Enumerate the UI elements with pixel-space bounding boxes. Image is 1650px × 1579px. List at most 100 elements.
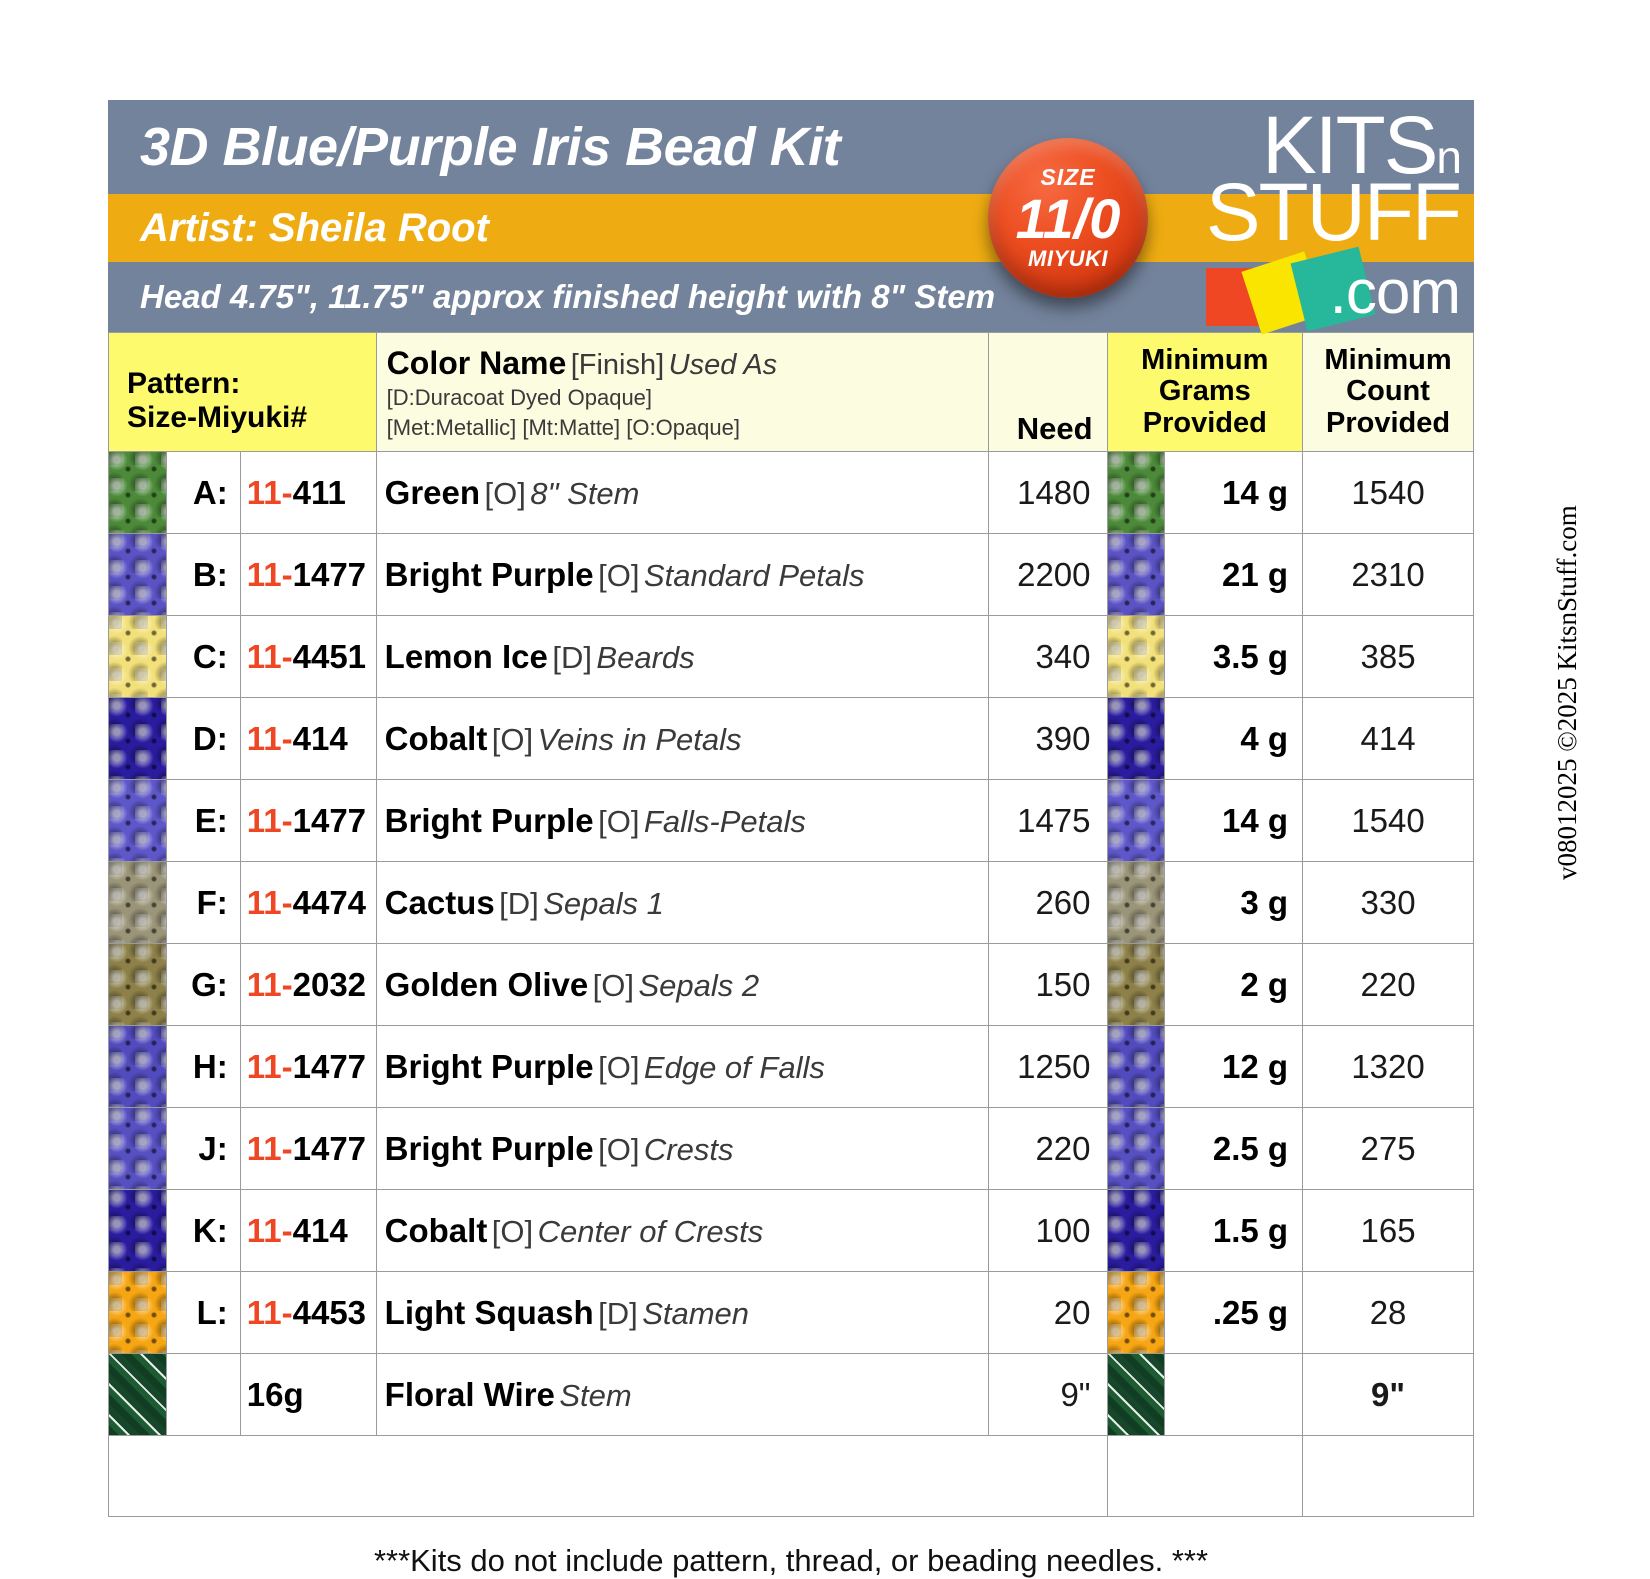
miyuki-prefix: 11- (246, 473, 293, 511)
row-miyuki-cell: 11-1477 (239, 779, 377, 862)
swatch-cell-left (108, 697, 167, 780)
bead-swatch-icon (109, 780, 166, 861)
swatch-cell-right (1106, 533, 1166, 616)
row-count-value: 330 (1360, 883, 1416, 921)
miyuki-suffix: 1477 (292, 555, 367, 593)
row-grams-value: 21 g (1222, 555, 1289, 593)
miyuki-prefix: 11- (246, 1293, 293, 1331)
header-colorname-usedas: Used As (668, 349, 778, 381)
row-miyuki-cell: 11-4474 (239, 861, 377, 944)
header-grams-line2: Grams (1158, 375, 1251, 408)
badge-size-label: SIZE (1040, 163, 1096, 190)
bead-swatch-icon (109, 1026, 166, 1107)
blank-cell-mid (1106, 1435, 1304, 1517)
miyuki-suffix: 4474 (292, 883, 367, 921)
table-row: E: 11-1477 Bright Purple [O] Falls-Petals 1… (108, 779, 1474, 862)
row-colorname-cell: Golden Olive [O] Sepals 2 (375, 943, 990, 1026)
row-grams-cell: 2 g (1164, 943, 1304, 1026)
miyuki-suffix: 411 (292, 473, 346, 511)
bead-texture (1107, 1190, 1165, 1271)
blank-cell-right (1302, 1435, 1474, 1517)
row-grams-cell: 14 g (1164, 451, 1304, 534)
row-count-cell: 1540 (1302, 451, 1474, 534)
row-grams-cell: 1.5 g (1164, 1189, 1304, 1272)
row-miyuki-cell: 16g (239, 1353, 377, 1436)
swatch-cell-right (1106, 697, 1166, 780)
miyuki-suffix: 1477 (292, 801, 367, 839)
row-letter-cell: E: (165, 779, 241, 862)
bead-swatch-icon (1107, 1272, 1165, 1353)
row-need-cell: 390 (988, 697, 1108, 780)
bead-swatch-icon (1107, 1354, 1165, 1435)
row-grams-cell: .25 g (1164, 1271, 1304, 1354)
miyuki-prefix: 11- (246, 965, 293, 1003)
row-miyuki-number: 11-414 (241, 720, 376, 758)
row-used-as: 8" Stem (530, 475, 640, 511)
row-finish: [O] (598, 557, 640, 593)
artist-name: Artist: Sheila Root (140, 205, 489, 250)
bead-swatch-icon (109, 698, 166, 779)
bead-swatch-icon (1107, 780, 1165, 861)
miyuki-suffix: 16g (246, 1375, 304, 1413)
row-letter-cell: H: (165, 1025, 241, 1108)
row-grams-value: 14 g (1222, 473, 1289, 511)
row-grams-value: 3 g (1240, 883, 1289, 921)
bead-texture (1107, 862, 1165, 943)
banner: 3D Blue/Purple Iris Bead Kit Artist: She… (108, 100, 1474, 336)
row-color-name: Bright Purple (384, 555, 594, 593)
row-count-cell: 220 (1302, 943, 1474, 1026)
row-finish: [O] (598, 803, 640, 839)
header-colorname-cell: Color Name [Finish] Used As [D:Duracoat … (375, 332, 990, 452)
swatch-cell-right (1106, 1353, 1166, 1436)
miyuki-suffix: 1477 (292, 1129, 367, 1167)
row-count-cell: 330 (1302, 861, 1474, 944)
row-grams-value: 2 g (1240, 965, 1289, 1003)
header-pattern-cell: Pattern: Size-Miyuki# (108, 332, 377, 452)
row-miyuki-cell: 11-2032 (239, 943, 377, 1026)
row-letter: A: (192, 473, 228, 511)
swatch-cell-left (108, 1271, 167, 1354)
bead-swatch-icon (109, 944, 166, 1025)
bead-texture (109, 534, 166, 615)
row-need-value: 20 (1053, 1293, 1091, 1331)
row-miyuki-cell: 11-4451 (239, 615, 377, 698)
header-count-line2: Count (1346, 375, 1430, 408)
table-row: D: 11-414 Cobalt [O] Veins in Petals 390 4 g… (108, 697, 1474, 780)
row-count-value: 220 (1360, 965, 1416, 1003)
row-finish: [O] (491, 1213, 534, 1249)
row-letter-cell: B: (165, 533, 241, 616)
swatch-cell-right (1106, 1189, 1166, 1272)
logo-dotcom-text: .com (1329, 258, 1461, 328)
size-badge: SIZE 11/0 MIYUKI (988, 138, 1148, 298)
header-pattern-line2: Size-Miyuki# (127, 400, 308, 434)
bead-texture (109, 944, 166, 1025)
row-need-cell: 260 (988, 861, 1108, 944)
bead-kit-table: Pattern: Size-Miyuki# Color Name [Finish… (108, 332, 1474, 1517)
row-need-cell: 340 (988, 615, 1108, 698)
bead-swatch-icon (109, 1354, 166, 1435)
row-count-value: 165 (1360, 1211, 1416, 1249)
row-grams-cell: 4 g (1164, 697, 1304, 780)
header-pattern-line1: Pattern: (127, 367, 241, 400)
bead-texture (1107, 1108, 1165, 1189)
bead-texture (109, 1272, 166, 1353)
swatch-cell-right (1106, 451, 1166, 534)
miyuki-suffix: 4451 (292, 637, 367, 675)
logo-line-1: KITSn (1206, 105, 1462, 187)
table-row: J: 11-1477 Bright Purple [O] Crests 220 2.5 … (108, 1107, 1474, 1190)
table-row-blank (108, 1435, 1474, 1517)
header-grams-line1: Minimum (1141, 344, 1269, 376)
bead-swatch-icon (1107, 452, 1165, 533)
row-colorname-cell: Lemon Ice [D] Beards (375, 615, 990, 698)
wire-texture (109, 1354, 166, 1435)
row-grams-cell: 12 g (1164, 1025, 1304, 1108)
row-count-cell: 9" (1302, 1353, 1474, 1436)
bead-swatch-icon (109, 616, 166, 697)
row-grams-value: 1.5 g (1212, 1211, 1289, 1249)
bead-texture (109, 1026, 166, 1107)
row-count-cell: 275 (1302, 1107, 1474, 1190)
bead-swatch-icon (109, 862, 166, 943)
row-count-cell: 2310 (1302, 533, 1474, 616)
row-miyuki-number: 11-1477 (241, 1048, 376, 1086)
row-letter: L: (196, 1293, 228, 1331)
